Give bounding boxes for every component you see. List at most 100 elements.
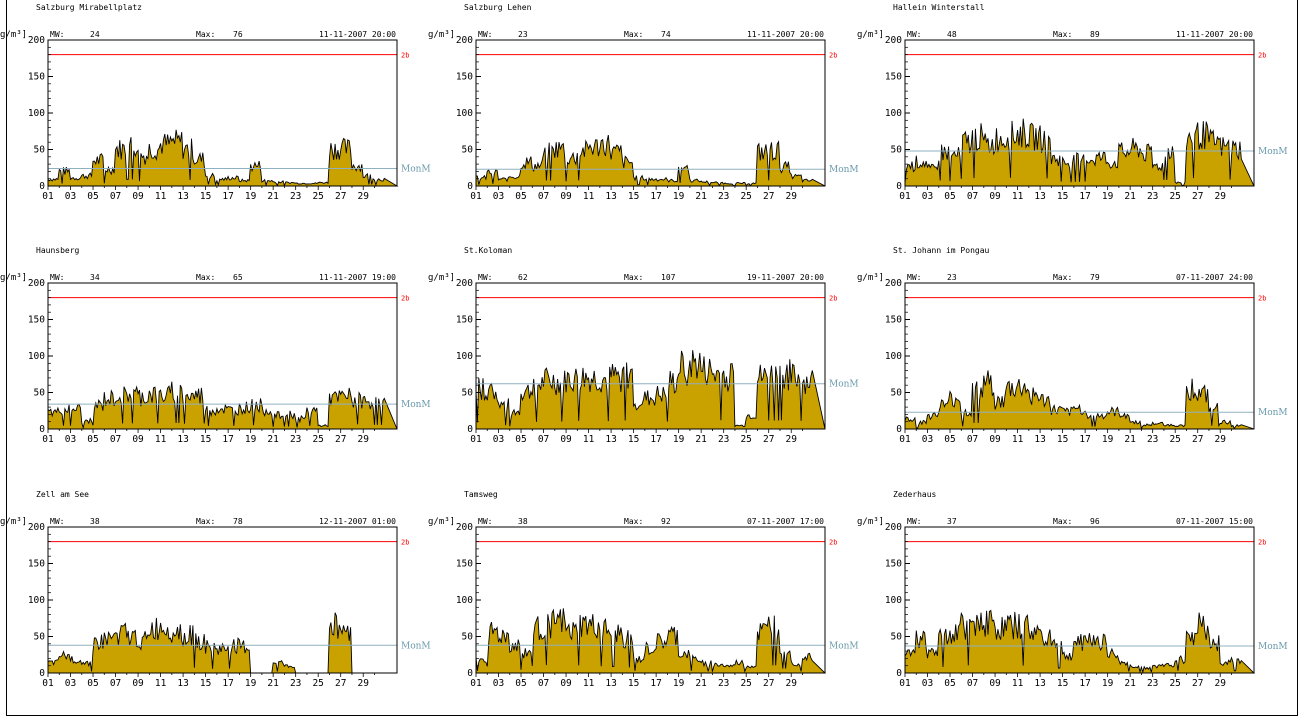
x-tick-label: 27 (1192, 191, 1203, 202)
unit-label: g/m³] (428, 273, 455, 283)
chart-title: Zederhaus (893, 490, 937, 499)
max-label: Max: (196, 30, 215, 39)
max-value: 76 (233, 30, 243, 39)
unit-label: g/m³] (857, 517, 884, 527)
unit-label: g/m³] (0, 517, 27, 527)
x-tick-label: 27 (763, 191, 774, 202)
limit-label: 2b (401, 52, 409, 60)
x-tick-label: 03 (922, 191, 933, 202)
mw-value: 23 (518, 30, 528, 39)
x-tick-label: 29 (1214, 678, 1226, 689)
mean-line-label: MonM (401, 164, 431, 174)
mean-line-label: MonM (1258, 147, 1288, 157)
x-tick-label: 19 (1102, 191, 1114, 202)
x-tick-label: 05 (87, 434, 98, 445)
chart-7: Zell am See g/m³] MW: 38 Max: 78 12-11-2007 01… (0, 490, 431, 689)
x-tick-label: 15 (628, 678, 639, 689)
x-tick-label: 15 (1057, 678, 1068, 689)
x-tick-label: 07 (967, 191, 978, 202)
mw-label: MW: (478, 273, 492, 282)
x-tick-label: 17 (650, 678, 661, 689)
x-tick-label: 15 (1057, 434, 1068, 445)
y-tick-label: 200 (885, 35, 902, 46)
x-tick-label: 05 (944, 678, 955, 689)
x-tick-label: 05 (944, 191, 955, 202)
chart-3: Hallein Winterstall g/m³] MW: 48 Max: 89 11-11… (857, 3, 1288, 202)
y-tick-label: 0 (467, 181, 473, 192)
x-tick-label: 03 (65, 191, 76, 202)
chart-title: St.Koloman (464, 246, 512, 255)
x-tick-label: 23 (1147, 678, 1158, 689)
x-tick-label: 17 (1079, 191, 1090, 202)
y-tick-label: 150 (885, 72, 902, 83)
max-label: Max: (1053, 273, 1072, 282)
x-tick-label: 21 (1124, 678, 1136, 689)
x-tick-label: 07 (110, 434, 121, 445)
y-tick-label: 100 (456, 595, 473, 606)
mw-value: 62 (518, 273, 528, 282)
max-time: 11-11-2007 20:00 (1176, 30, 1253, 39)
x-tick-label: 01 (42, 191, 54, 202)
x-tick-label: 17 (222, 191, 233, 202)
x-tick-label: 07 (538, 434, 549, 445)
mw-label: MW: (50, 517, 64, 526)
x-tick-label: 23 (290, 678, 301, 689)
y-tick-label: 50 (34, 388, 46, 399)
y-tick-label: 200 (28, 35, 45, 46)
max-label: Max: (1053, 517, 1072, 526)
x-tick-label: 03 (922, 678, 933, 689)
x-tick-label: 01 (470, 678, 482, 689)
x-tick-label: 29 (785, 434, 797, 445)
max-time: 07-11-2007 24:00 (1176, 273, 1253, 282)
x-tick-label: 11 (155, 191, 167, 202)
x-tick-label: 11 (1012, 678, 1024, 689)
x-tick-label: 27 (1192, 434, 1203, 445)
chart-title: Zell am See (36, 490, 89, 499)
x-tick-label: 19 (1102, 434, 1114, 445)
x-tick-label: 19 (245, 678, 257, 689)
limit-label: 2b (1258, 52, 1266, 60)
x-tick-label: 21 (695, 434, 707, 445)
x-tick-label: 11 (1012, 191, 1024, 202)
x-tick-label: 27 (763, 678, 774, 689)
unit-label: g/m³] (428, 30, 455, 40)
x-tick-label: 27 (763, 434, 774, 445)
limit-label: 2b (829, 539, 837, 547)
x-tick-label: 29 (1214, 434, 1226, 445)
max-time: 07-11-2007 15:00 (1176, 517, 1253, 526)
mean-line-label: MonM (1258, 408, 1288, 418)
x-tick-label: 03 (922, 434, 933, 445)
unit-label: g/m³] (0, 30, 27, 40)
y-tick-label: 100 (885, 351, 902, 362)
y-tick-label: 100 (28, 595, 45, 606)
max-time: 19-11-2007 20:00 (747, 273, 824, 282)
x-tick-label: 21 (695, 678, 707, 689)
x-tick-label: 17 (1079, 434, 1090, 445)
x-tick-label: 23 (1147, 191, 1158, 202)
max-time: 11-11-2007 20:00 (319, 30, 396, 39)
series-area (475, 135, 826, 187)
x-tick-label: 09 (132, 434, 144, 445)
x-tick-label: 19 (1102, 678, 1114, 689)
mw-label: MW: (907, 517, 921, 526)
y-tick-label: 50 (462, 632, 474, 643)
x-tick-label: 13 (177, 678, 188, 689)
x-tick-label: 15 (628, 434, 639, 445)
max-value: 89 (1090, 30, 1100, 39)
x-tick-label: 03 (493, 434, 504, 445)
chart-title: Hallein Winterstall (893, 3, 985, 12)
mw-value: 24 (90, 30, 100, 39)
x-tick-label: 23 (718, 678, 729, 689)
x-tick-label: 17 (222, 434, 233, 445)
series-area (47, 381, 398, 430)
x-tick-label: 05 (87, 191, 98, 202)
y-tick-label: 150 (885, 559, 902, 570)
x-tick-label: 01 (42, 678, 54, 689)
y-tick-label: 50 (462, 145, 474, 156)
chart-title: Salzburg Lehen (464, 3, 532, 12)
x-tick-label: 05 (87, 678, 98, 689)
x-tick-label: 25 (740, 434, 751, 445)
x-tick-label: 15 (628, 191, 639, 202)
series-area (475, 608, 827, 674)
series-area (904, 118, 1255, 187)
